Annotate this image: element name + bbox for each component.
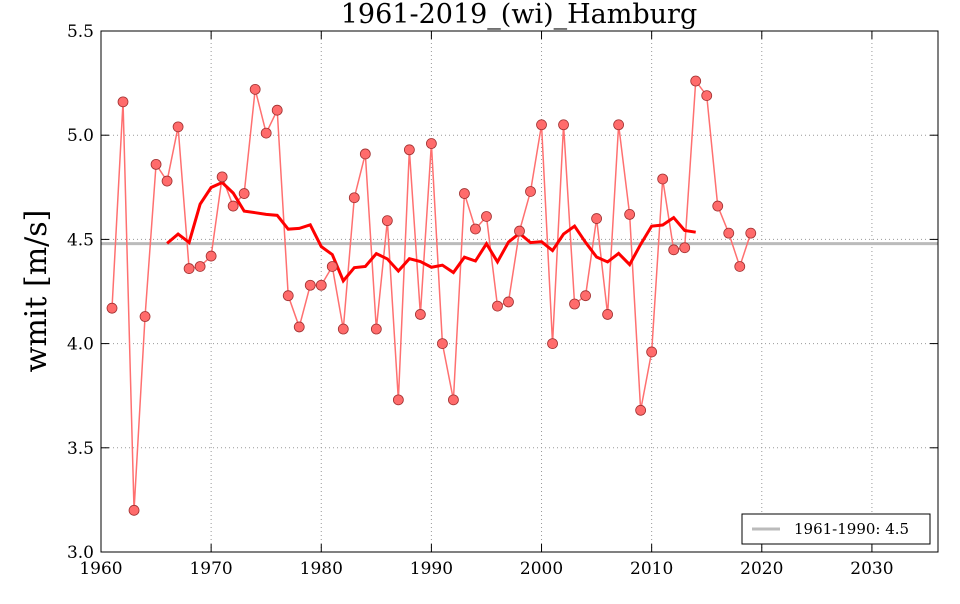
plot-frame (100, 30, 939, 553)
data-point (106, 302, 118, 314)
data-point (260, 127, 272, 139)
grid (100, 30, 938, 553)
data-point (425, 138, 437, 149)
data-point (448, 394, 459, 406)
data-point (701, 90, 713, 102)
data-point (481, 211, 492, 222)
data-point (403, 144, 415, 156)
data-point (580, 290, 591, 302)
y-tick-label: 3.5 (67, 439, 94, 459)
data-point (271, 104, 283, 116)
data-point (348, 192, 360, 204)
data-point (227, 200, 239, 212)
data-point (745, 227, 757, 239)
series-group (106, 75, 757, 516)
data-point (503, 296, 514, 308)
data-point (194, 261, 206, 272)
data-point (161, 175, 173, 187)
data-point (525, 186, 536, 197)
data-point (734, 261, 746, 272)
data-point (293, 321, 305, 333)
data-point (459, 188, 470, 199)
x-tick-label: 1990 (410, 559, 453, 579)
data-point (679, 242, 691, 254)
data-point (249, 83, 261, 95)
data-point (359, 148, 371, 160)
data-point (723, 227, 735, 239)
y-tick-label: 4.5 (67, 230, 94, 250)
data-point (613, 119, 625, 131)
data-point (624, 208, 636, 220)
y-tick-label: 4.0 (67, 335, 94, 355)
chart-title: 1961-2019_(wi)_Hamburg (341, 0, 697, 30)
data-point (172, 121, 184, 133)
data-point (646, 346, 658, 358)
data-point (657, 173, 669, 185)
data-point (690, 75, 702, 87)
data-point (492, 300, 503, 312)
data-point (370, 323, 382, 335)
data-point (381, 215, 393, 227)
x-tick-label: 2030 (850, 559, 893, 579)
ticks: 1960 1970 1980 1990 2000 2010 2020 2030 3.0 3.5 4.… (67, 22, 938, 579)
x-tick-label: 1980 (300, 559, 343, 579)
x-tick-label: 2010 (630, 559, 673, 579)
data-point (117, 96, 129, 108)
data-point (514, 225, 525, 237)
data-point (304, 279, 316, 291)
data-point (183, 263, 195, 274)
data-point (569, 298, 580, 310)
data-point (128, 504, 140, 516)
x-tick-label: 1960 (79, 559, 122, 579)
data-point (216, 171, 228, 183)
data-point (712, 200, 724, 212)
data-point (602, 309, 614, 320)
y-axis-label: wmit [m/s] (19, 210, 54, 373)
data-point (326, 261, 338, 272)
y-tick-label: 3.0 (67, 543, 94, 563)
data-point (139, 311, 151, 322)
x-tick-label: 2020 (740, 559, 783, 579)
data-point (282, 290, 294, 302)
data-point (591, 213, 602, 224)
data-point (238, 188, 250, 199)
data-point (437, 338, 448, 350)
data-point (668, 244, 680, 256)
data-point (150, 158, 162, 170)
data-point (205, 250, 217, 262)
data-point (547, 338, 558, 350)
data-point (470, 223, 481, 235)
y-tick-label: 5.5 (67, 22, 94, 42)
data-point (536, 119, 547, 131)
y-tick-label: 5.0 (67, 126, 94, 146)
data-point (558, 119, 569, 131)
legend-label: 1961-1990: 4.5 (794, 520, 909, 538)
data-point (337, 323, 349, 335)
data-point (315, 279, 327, 291)
moving-average-line (166, 180, 696, 284)
x-tick-label: 1970 (189, 559, 232, 579)
data-point (392, 394, 404, 406)
x-tick-label: 2000 (520, 559, 563, 579)
legend: 1961-1990: 4.5 (741, 513, 931, 545)
data-point (414, 309, 426, 320)
data-point (635, 404, 647, 416)
